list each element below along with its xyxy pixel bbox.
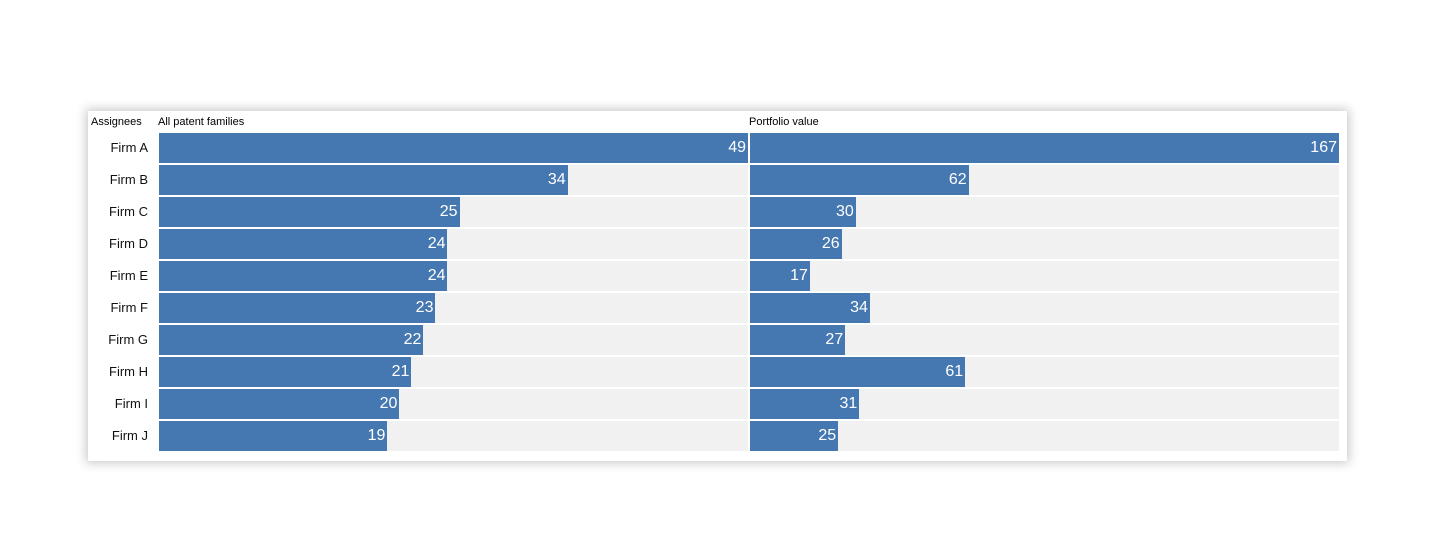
bar-value-label: 27 <box>825 325 843 355</box>
bar: 17 <box>750 261 810 291</box>
bar: 167 <box>750 133 1339 163</box>
bar-track: 61 <box>750 357 1339 387</box>
bar-value-label: 31 <box>840 389 858 419</box>
bar: 25 <box>750 421 838 451</box>
bar-track: 62 <box>750 165 1339 195</box>
bar-value-label: 25 <box>818 421 836 451</box>
bar-track: 17 <box>750 261 1339 291</box>
chart-card: Assignees All patent families Portfolio … <box>88 111 1347 461</box>
bar-track: 25 <box>750 421 1339 451</box>
bar: 24 <box>159 229 447 259</box>
bar: 61 <box>750 357 965 387</box>
bar-value-label: 34 <box>850 293 868 323</box>
bar-track: 49 <box>159 133 748 163</box>
row-label: Firm E <box>88 261 148 291</box>
bar-track: 19 <box>159 421 748 451</box>
bar: 19 <box>159 421 387 451</box>
bar-value-label: 61 <box>945 357 963 387</box>
bar-value-label: 24 <box>428 261 446 291</box>
row-label: Firm F <box>88 293 148 323</box>
bar-value-label: 49 <box>728 133 746 163</box>
bar-track: 30 <box>750 197 1339 227</box>
bar: 62 <box>750 165 969 195</box>
bar-track: 22 <box>159 325 748 355</box>
row-label: Firm H <box>88 357 148 387</box>
bar-value-label: 21 <box>392 357 410 387</box>
bar-value-label: 26 <box>822 229 840 259</box>
bar-value-label: 25 <box>440 197 458 227</box>
bar-value-label: 19 <box>368 421 386 451</box>
portfolio-value-header: Portfolio value <box>749 116 819 128</box>
bar: 34 <box>750 293 870 323</box>
bar-track: 21 <box>159 357 748 387</box>
bar-value-label: 20 <box>380 389 398 419</box>
row-label: Firm C <box>88 197 148 227</box>
bar: 22 <box>159 325 423 355</box>
bar-track: 25 <box>159 197 748 227</box>
bar: 21 <box>159 357 411 387</box>
bar-value-label: 22 <box>404 325 422 355</box>
row-label: Firm B <box>88 165 148 195</box>
bar: 25 <box>159 197 460 227</box>
bar-value-label: 30 <box>836 197 854 227</box>
bar: 30 <box>750 197 856 227</box>
row-label: Firm G <box>88 325 148 355</box>
bar-value-label: 34 <box>548 165 566 195</box>
bar: 34 <box>159 165 568 195</box>
bar-track: 34 <box>159 165 748 195</box>
bar-value-label: 24 <box>428 229 446 259</box>
bar: 27 <box>750 325 845 355</box>
bar-value-label: 23 <box>416 293 434 323</box>
bar-value-label: 17 <box>790 261 808 291</box>
bar: 26 <box>750 229 842 259</box>
row-label: Firm I <box>88 389 148 419</box>
bar-track: 23 <box>159 293 748 323</box>
row-label: Firm J <box>88 421 148 451</box>
row-label: Firm D <box>88 229 148 259</box>
all-patent-families-header: All patent families <box>158 116 244 128</box>
bar-value-label: 62 <box>949 165 967 195</box>
bar: 23 <box>159 293 435 323</box>
bar-track: 31 <box>750 389 1339 419</box>
bar-track: 26 <box>750 229 1339 259</box>
bar-track: 34 <box>750 293 1339 323</box>
bar: 24 <box>159 261 447 291</box>
bar: 31 <box>750 389 859 419</box>
bar-track: 167 <box>750 133 1339 163</box>
assignees-header: Assignees <box>91 116 142 128</box>
bar-track: 24 <box>159 261 748 291</box>
bar: 49 <box>159 133 748 163</box>
bar-value-label: 167 <box>1310 133 1337 163</box>
bar-track: 20 <box>159 389 748 419</box>
bar-track: 27 <box>750 325 1339 355</box>
bar: 20 <box>159 389 399 419</box>
row-label: Firm A <box>88 133 148 163</box>
bar-track: 24 <box>159 229 748 259</box>
